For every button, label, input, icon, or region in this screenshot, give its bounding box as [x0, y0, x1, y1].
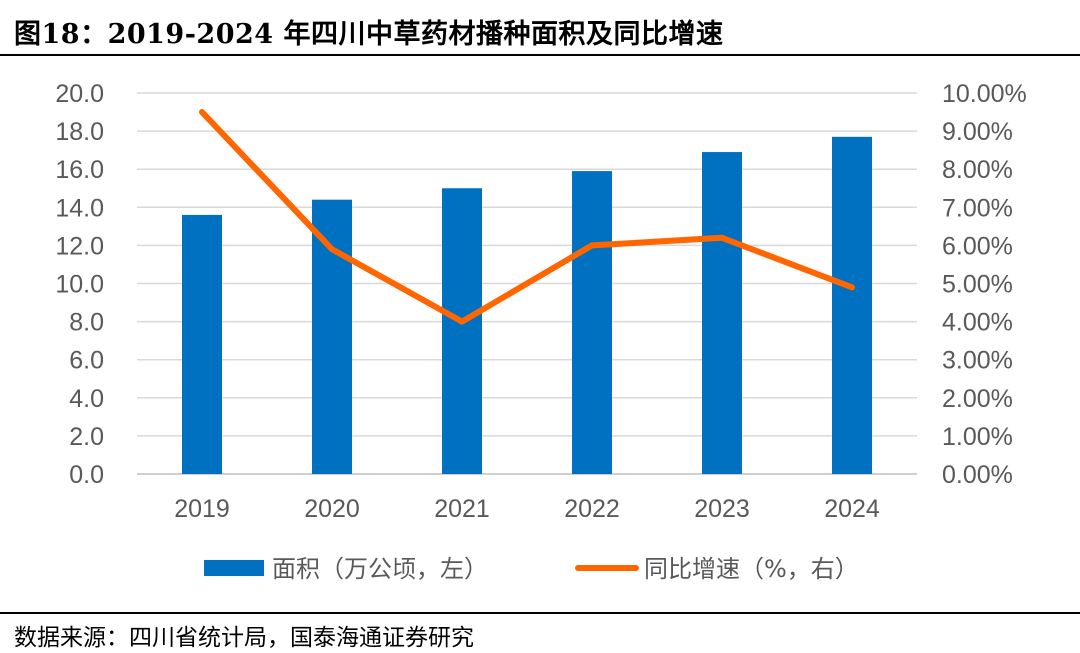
left-tick-label: 6.0: [69, 347, 104, 375]
x-tick-label: 2023: [694, 495, 750, 523]
bar-2021: [442, 188, 482, 474]
right-tick-label: 4.00%: [942, 309, 1013, 337]
chart-title: 图18：2019-2024 年四川中草药材播种面积及同比增速: [14, 19, 724, 50]
right-tick-label: 6.00%: [942, 232, 1013, 260]
x-tick-label: 2022: [564, 495, 620, 523]
left-tick-label: 2.0: [69, 423, 104, 451]
left-tick-label: 0.0: [69, 461, 104, 489]
left-tick-label: 18.0: [55, 118, 104, 146]
legend-line-label: 同比增速（%，右）: [644, 555, 859, 583]
line-series: [199, 109, 855, 325]
x-tick-label: 2020: [304, 495, 360, 523]
legend-bar-label: 面积（万公顷，左）: [272, 555, 488, 583]
right-tick-label: 2.00%: [942, 385, 1013, 413]
growth-line: [199, 109, 855, 325]
left-tick-label: 4.0: [69, 385, 104, 413]
left-tick-label: 8.0: [69, 309, 104, 337]
right-tick-label: 10.00%: [942, 80, 1027, 108]
left-tick-label: 20.0: [55, 80, 104, 108]
bar-2020: [312, 199, 352, 474]
x-tick-label: 2024: [824, 495, 880, 523]
left-axis: 0.0 2.0 4.0 6.0 8.0 10.0 12.0 14.0 16.0 18.0 20.0: [55, 80, 104, 489]
right-tick-label: 0.00%: [942, 461, 1013, 489]
source-rule: [0, 612, 1080, 614]
x-tick-label: 2019: [174, 495, 230, 523]
bar-2022: [572, 171, 612, 475]
right-axis: 0.00% 1.00% 2.00% 3.00% 4.00% 5.00% 6.00% 7.00%…: [942, 80, 1027, 489]
left-tick-label: 12.0: [55, 232, 104, 260]
bar-series: [182, 136, 872, 475]
bar-2019: [182, 214, 222, 475]
legend: 面积（万公顷，左） 同比增速（%，右）: [204, 555, 859, 583]
bar-2024: [832, 136, 872, 474]
title-rule: [0, 54, 1080, 56]
bar-2023: [702, 152, 742, 474]
right-tick-label: 9.00%: [942, 118, 1013, 146]
left-tick-label: 16.0: [55, 156, 104, 184]
right-tick-label: 7.00%: [942, 194, 1013, 222]
right-tick-label: 1.00%: [942, 423, 1013, 451]
left-tick-label: 14.0: [55, 194, 104, 222]
x-tick-label: 2021: [434, 495, 490, 523]
right-tick-label: 3.00%: [942, 347, 1013, 375]
right-tick-label: 8.00%: [942, 156, 1013, 184]
legend-bar-swatch: [204, 560, 264, 576]
left-tick-label: 10.0: [55, 271, 104, 299]
x-axis: 2019 2020 2021 2022 2023 2024: [174, 495, 880, 523]
source-note: 数据来源：四川省统计局，国泰海通证券研究: [14, 625, 474, 651]
combo-chart: 0.02.04.06.08.010.012.014.016.018.020.0 …: [55, 80, 1027, 583]
right-tick-label: 5.00%: [942, 271, 1013, 299]
gridlines: [137, 92, 917, 475]
